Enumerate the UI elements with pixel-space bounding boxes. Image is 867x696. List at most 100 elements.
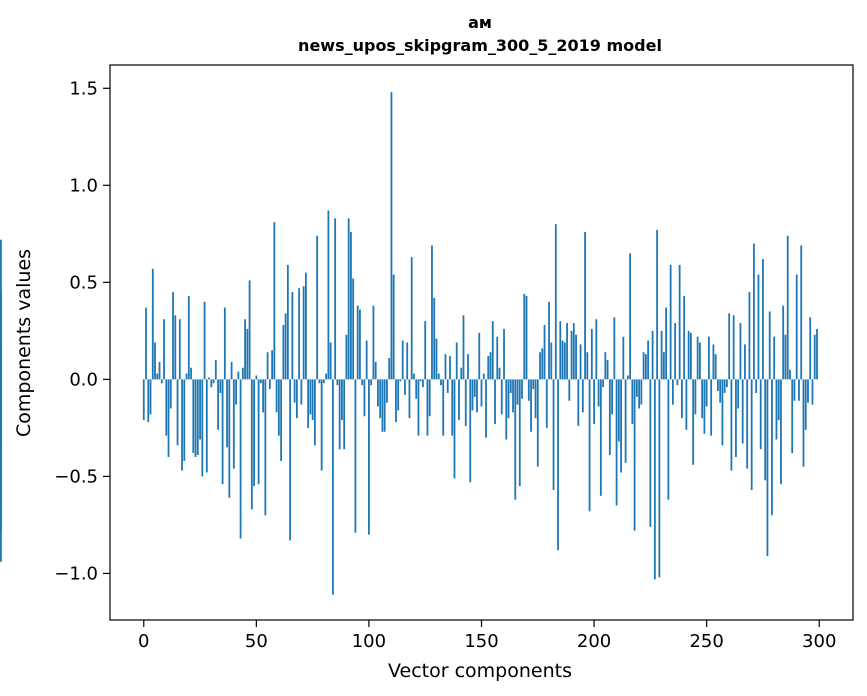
bar-component-155 <box>491 321 494 380</box>
bar-component-60 <box>277 379 280 436</box>
bar-component-196 <box>584 231 586 380</box>
bar-component-25 <box>199 379 201 440</box>
bar-component-142 <box>462 315 465 380</box>
chart-title-line2: news_upos_skipgram_300_5_2019 model <box>298 36 662 55</box>
bar-component-160 <box>503 328 505 380</box>
bar-component-82 <box>327 210 330 380</box>
bar-component-54 <box>264 379 267 516</box>
bar-component-168 <box>521 379 523 399</box>
y-tick-label: 1.0 <box>69 175 98 196</box>
bar-component-205 <box>604 352 607 380</box>
bar-component-53 <box>262 379 264 413</box>
bar-component-248 <box>701 379 704 419</box>
bar-component-112 <box>395 379 397 423</box>
bar-component-141 <box>460 367 463 380</box>
bar-component-14 <box>174 315 177 380</box>
bar-component-117 <box>406 342 409 380</box>
bar-component-74 <box>309 379 312 415</box>
bar-component-32 <box>214 359 217 380</box>
bar-component-13 <box>172 292 174 380</box>
bar-component-51 <box>257 379 260 485</box>
bar-component-62 <box>282 325 285 380</box>
bar-component-58 <box>273 222 276 380</box>
bar-component-42 <box>237 371 240 380</box>
bar-component-203 <box>599 379 602 496</box>
bar-component-129 <box>433 297 436 380</box>
bar-component-99 <box>365 340 368 380</box>
bar-component-149 <box>478 332 481 380</box>
bar-component-225 <box>649 379 652 527</box>
bar-component-119 <box>410 257 413 380</box>
bar-component-180 <box>548 301 550 380</box>
bar-component-108 <box>386 379 388 403</box>
bar-component-219 <box>635 379 638 397</box>
bar-component-264 <box>737 379 740 409</box>
plot-frame <box>109 64 854 621</box>
bar-component-297 <box>811 379 814 405</box>
bar-component-11 <box>167 379 170 457</box>
bar-component-59 <box>275 379 278 413</box>
x-tick-label: 150 <box>464 631 498 652</box>
bar-component-184 <box>557 379 559 551</box>
bar-component-260 <box>728 313 731 380</box>
bar-component-167 <box>518 379 521 487</box>
bar-component-56 <box>268 379 271 390</box>
bar-component-253 <box>712 344 715 380</box>
bar-component-132 <box>440 379 442 386</box>
bar-component-290 <box>795 274 798 380</box>
bar-component-208 <box>611 379 613 415</box>
bar-component-30 <box>210 379 213 388</box>
bar-component-239 <box>680 379 683 419</box>
bar-component-245 <box>694 379 697 415</box>
bar-component-125 <box>424 321 427 380</box>
bar-component-71 <box>302 286 305 380</box>
bar-component-216 <box>629 253 631 380</box>
bar-component-91 <box>347 218 350 380</box>
bar-component-173 <box>532 379 535 390</box>
bar-component-101 <box>370 379 373 386</box>
bar-component-257 <box>721 379 724 446</box>
bar-component-246 <box>696 336 699 380</box>
bar-component-274 <box>759 379 762 450</box>
bar-component-197 <box>586 352 589 380</box>
bar-component-69 <box>298 288 301 380</box>
bar-component-52 <box>259 379 262 384</box>
bar-component-109 <box>388 358 391 380</box>
bar-component-233 <box>667 379 670 500</box>
bar-component-187 <box>563 342 566 380</box>
bar-component-84 <box>332 379 334 595</box>
bar-component-45 <box>244 319 246 380</box>
bar-component-79 <box>320 379 323 471</box>
bar-component-140 <box>458 379 460 421</box>
bar-component-175 <box>536 379 539 467</box>
bar-component-94 <box>354 379 357 533</box>
bar-component-139 <box>455 342 458 380</box>
bar-component-153 <box>487 356 490 380</box>
x-tick-label: 50 <box>245 631 268 652</box>
bar-component-163 <box>509 379 512 393</box>
bar-component-10 <box>165 379 168 436</box>
bar-component-18 <box>183 379 186 461</box>
bar-component-272 <box>755 379 758 393</box>
bar-component-280 <box>773 336 776 380</box>
bar-component-16 <box>178 319 181 380</box>
bar-component-235 <box>671 379 674 405</box>
x-axis-label: Vector components <box>388 660 572 682</box>
y-tick-label: 0.0 <box>69 369 98 390</box>
y-tick-label: 0.5 <box>69 272 98 293</box>
bar-component-46 <box>246 328 249 380</box>
bar-component-288 <box>791 379 794 454</box>
bar-component-147 <box>473 379 476 397</box>
bar-component-66 <box>291 292 294 380</box>
bar-component-247 <box>699 342 701 380</box>
bar-component-103 <box>374 361 377 380</box>
bar-component-271 <box>753 243 755 380</box>
bar-component-6 <box>156 373 159 380</box>
bar-component-284 <box>782 305 785 380</box>
y-tick-label: −1.0 <box>54 563 98 584</box>
bar-component-201 <box>595 319 598 380</box>
bar-component-162 <box>507 379 510 419</box>
bar-component-86 <box>336 379 339 386</box>
bar-component-234 <box>669 264 672 380</box>
